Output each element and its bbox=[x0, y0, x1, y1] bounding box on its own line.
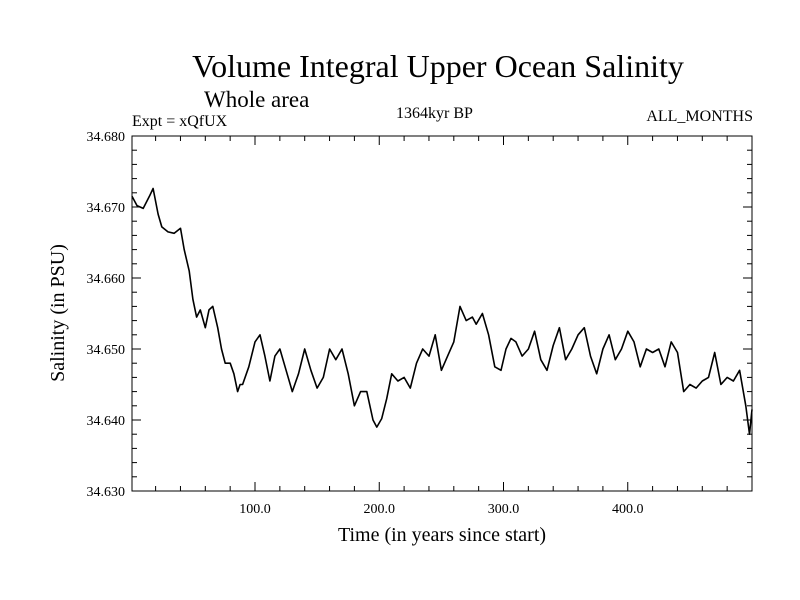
y-tick-label: 34.670 bbox=[87, 201, 126, 216]
months-label: ALL_MONTHS bbox=[646, 108, 753, 125]
period-label: 1364kyr BP bbox=[396, 105, 473, 122]
series-line-salinity bbox=[131, 187, 753, 435]
x-tick-labels: 100.0 200.0 300.0 400.0 bbox=[239, 502, 643, 517]
x-axis-label: Time (in years since start) bbox=[338, 524, 546, 546]
chart-subtitle: Whole area bbox=[204, 87, 310, 112]
x-tick-label: 100.0 bbox=[239, 502, 271, 517]
x-tick-label: 200.0 bbox=[364, 502, 396, 517]
y-tick-label: 34.680 bbox=[87, 130, 126, 145]
y-tick-labels: 34.630 34.640 34.650 34.660 34.670 34.680 bbox=[87, 130, 126, 500]
y-tick-label: 34.650 bbox=[87, 343, 126, 358]
y-tick-label: 34.640 bbox=[87, 414, 126, 429]
chart-title: Volume Integral Upper Ocean Salinity bbox=[192, 48, 684, 84]
y-axis-label: Salinity (in PSU) bbox=[47, 244, 69, 382]
y-tick-label: 34.630 bbox=[87, 485, 126, 500]
x-tick-label: 400.0 bbox=[612, 502, 644, 517]
plot-frame bbox=[131, 135, 753, 492]
axis-ticks bbox=[132, 135, 752, 492]
experiment-label: Expt = xQfUX bbox=[132, 113, 228, 130]
y-tick-label: 34.660 bbox=[87, 272, 126, 287]
x-tick-label: 300.0 bbox=[488, 502, 520, 517]
